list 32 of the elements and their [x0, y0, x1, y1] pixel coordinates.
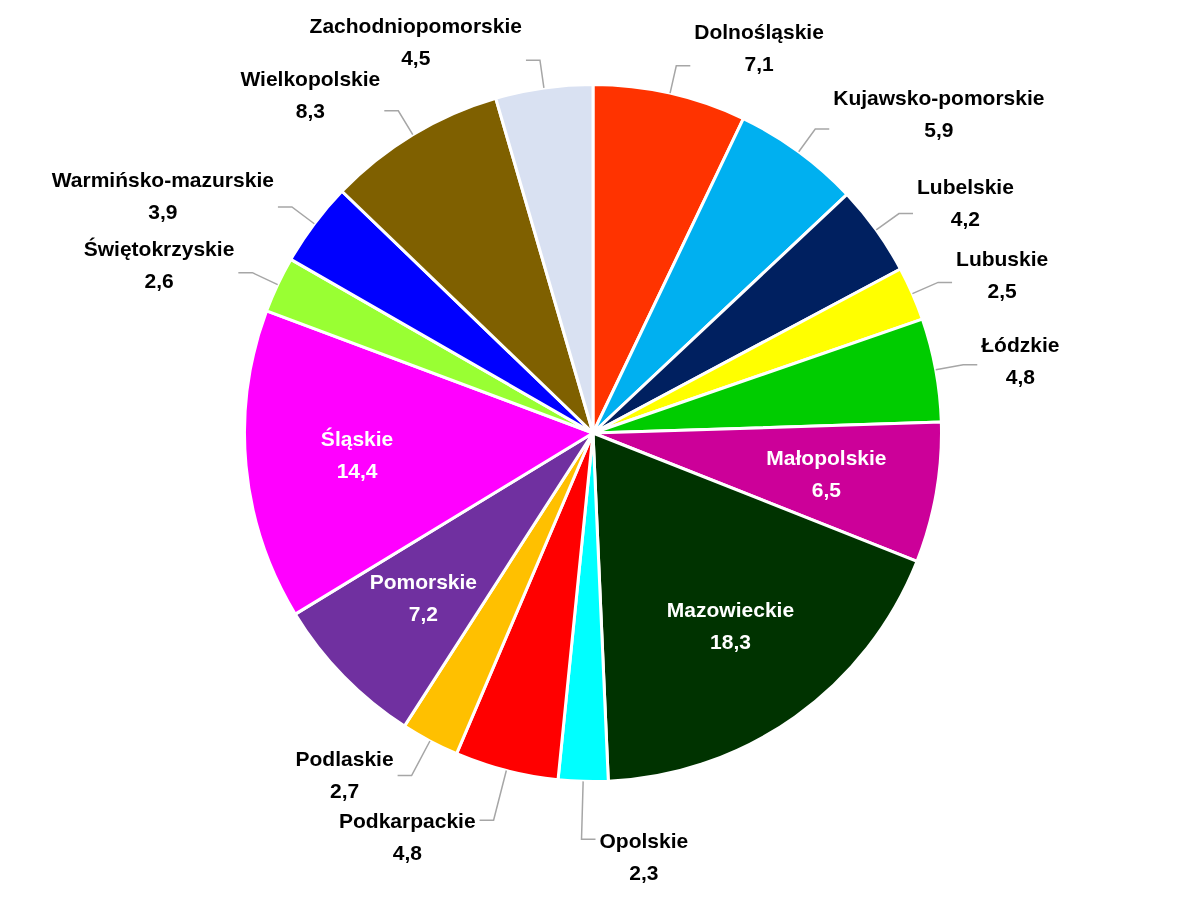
slice-label: Podlaskie [295, 747, 394, 771]
slice-label: Podkarpackie [339, 809, 476, 833]
data-label: 4,5 [401, 46, 431, 70]
slice-label: Lubelskie [916, 174, 1014, 198]
data-label: 4,8 [392, 841, 423, 865]
data-label: 18,3 [710, 629, 751, 653]
slice-label: Dolnośląskie [694, 20, 824, 44]
slice-label: Wielkopolskie [240, 67, 381, 91]
data-label: 7,1 [744, 52, 774, 76]
data-label: 8,3 [295, 99, 325, 123]
slice-label: Opolskie [599, 829, 689, 853]
data-label: 2,6 [144, 268, 174, 292]
slice-label: Kujawsko-pomorskie [833, 86, 1045, 110]
data-label: 4,2 [950, 206, 981, 230]
data-label: 14,4 [336, 459, 378, 483]
data-label: 6,5 [811, 477, 842, 501]
slice-label: Świętokrzyskie [83, 236, 235, 260]
slice-label: Pomorskie [369, 570, 478, 594]
slice-label: Zachodniopomorskie [309, 14, 522, 38]
slice-label: Warmińsko-mazurskie [51, 167, 274, 191]
slice-label: Mazowieckie [666, 597, 795, 621]
data-label: 3,9 [148, 199, 178, 223]
slice-label: Lubuskie [956, 246, 1049, 270]
data-label: 4,8 [1005, 365, 1036, 389]
data-label: 7,2 [408, 602, 438, 626]
data-label: 2,3 [629, 861, 659, 885]
data-label: 2,5 [987, 278, 1018, 302]
data-label: 2,7 [329, 779, 360, 803]
data-label: 5,9 [924, 118, 954, 142]
slice-label: Śląskie [320, 427, 394, 451]
slice-label: Łódzkie [981, 333, 1060, 357]
slice-label: Małopolskie [766, 445, 887, 469]
